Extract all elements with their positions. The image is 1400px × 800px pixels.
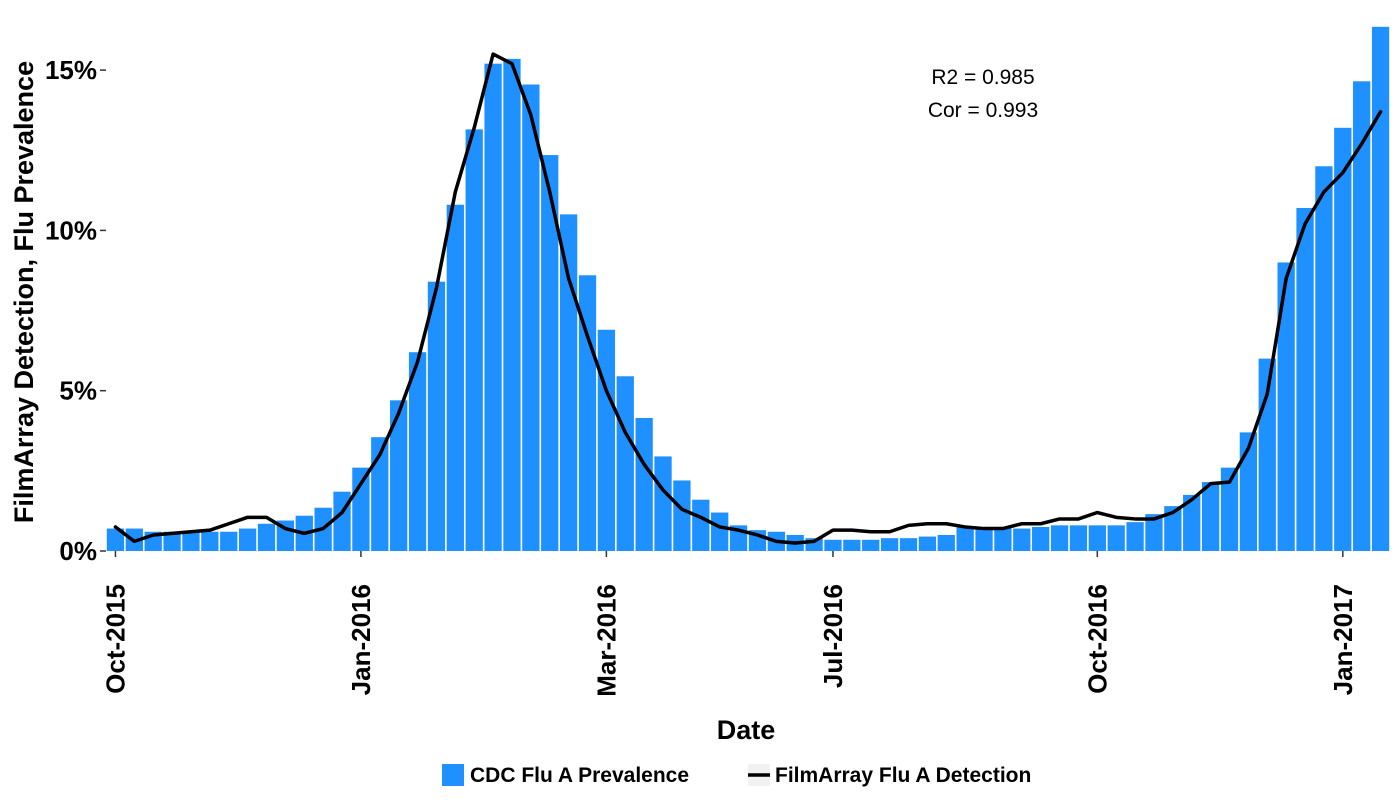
bar-series xyxy=(106,26,1390,552)
x-tick-label: Jul-2016 xyxy=(818,584,848,688)
x-tick-label: Oct-2016 xyxy=(1082,584,1112,694)
bar xyxy=(1315,166,1333,551)
bar xyxy=(1050,525,1069,551)
bar xyxy=(711,512,729,551)
bar xyxy=(1334,127,1352,552)
bar xyxy=(994,526,1012,551)
y-tick-label: 0% xyxy=(59,536,97,566)
bar xyxy=(503,58,521,552)
bar xyxy=(692,499,710,551)
bar xyxy=(352,467,370,551)
bar xyxy=(975,526,993,551)
line-series-filmarray xyxy=(113,52,1383,545)
bar xyxy=(163,531,181,551)
bar xyxy=(1145,514,1163,551)
bar xyxy=(616,376,634,551)
y-axis-title: FilmArray Detection, Flu Prevalence xyxy=(9,61,39,523)
legend: CDC Flu A Prevalence FilmArray Flu A Det… xyxy=(442,764,1031,787)
bar xyxy=(843,539,861,551)
bar xyxy=(1164,506,1182,551)
x-tick-label: Jan-2017 xyxy=(1328,584,1358,695)
y-tick-label: 10% xyxy=(45,215,97,245)
x-axis: Oct-2015 Jan-2016 Mar-2016 Jul-2016 Oct-2016… xyxy=(100,551,1358,697)
bar xyxy=(824,539,842,551)
bar xyxy=(201,531,219,551)
bar xyxy=(257,523,276,551)
bar xyxy=(918,536,937,551)
bar xyxy=(880,538,899,551)
bar xyxy=(182,531,200,551)
x-tick-label: Mar-2016 xyxy=(591,584,621,697)
annotation-cor: Cor = 0.993 xyxy=(928,99,1038,122)
legend-key-bar xyxy=(442,764,464,786)
y-tick-label: 15% xyxy=(45,55,97,85)
bar xyxy=(1201,482,1220,551)
bar xyxy=(899,538,918,551)
bar xyxy=(1277,262,1295,551)
bar xyxy=(1126,522,1144,551)
bar xyxy=(1239,432,1258,551)
bar xyxy=(654,456,672,551)
bar xyxy=(541,155,559,552)
bar xyxy=(1371,26,1390,552)
bar xyxy=(1088,525,1106,551)
bar xyxy=(238,528,257,551)
bar xyxy=(484,63,502,552)
bar xyxy=(937,534,955,551)
bar xyxy=(1107,525,1125,551)
bar xyxy=(390,400,408,551)
bar xyxy=(1353,81,1371,551)
bar xyxy=(427,281,446,551)
bar xyxy=(1183,494,1201,551)
y-tick-label: 5% xyxy=(59,376,97,406)
bar xyxy=(1032,526,1050,551)
bar xyxy=(559,214,578,552)
bar xyxy=(1013,528,1031,551)
y-axis: 0% 5% 10% 15% xyxy=(45,55,106,566)
bar xyxy=(597,329,616,551)
bar xyxy=(408,352,427,551)
bar xyxy=(371,437,389,551)
bar xyxy=(1296,207,1314,551)
x-tick-label: Jan-2016 xyxy=(346,584,376,695)
bar xyxy=(220,531,238,551)
bar xyxy=(1220,467,1239,551)
bar xyxy=(106,528,125,551)
legend-label-cdc: CDC Flu A Prevalence xyxy=(470,764,689,787)
bar xyxy=(862,539,880,551)
bar xyxy=(465,129,483,551)
bar xyxy=(522,84,540,552)
bar xyxy=(673,480,691,551)
bar xyxy=(1069,525,1088,551)
bar xyxy=(446,204,464,551)
annotation-r2: R2 = 0.985 xyxy=(931,66,1034,89)
x-tick-label: Oct-2015 xyxy=(100,584,130,694)
bar xyxy=(956,526,974,551)
x-axis-title: Date xyxy=(717,715,776,745)
bar xyxy=(635,417,653,551)
legend-label-filmarray: FilmArray Flu A Detection xyxy=(775,764,1031,787)
